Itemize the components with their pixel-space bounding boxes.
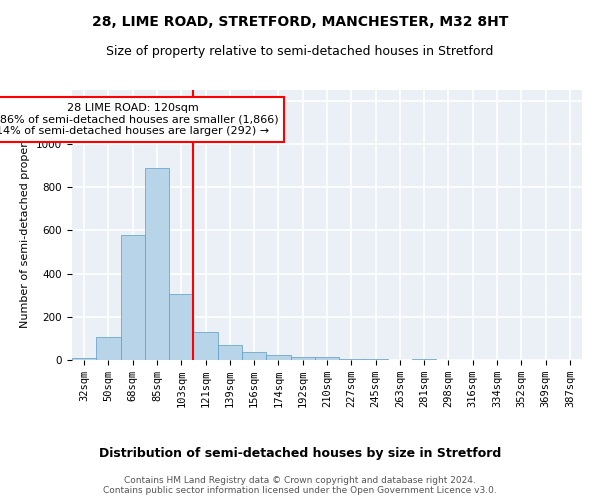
Bar xyxy=(121,234,145,360)
Text: 28, LIME ROAD, STRETFORD, MANCHESTER, M32 8HT: 28, LIME ROAD, STRETFORD, MANCHESTER, M3… xyxy=(92,15,508,29)
Bar xyxy=(339,359,364,360)
Text: Size of property relative to semi-detached houses in Stretford: Size of property relative to semi-detach… xyxy=(106,45,494,58)
Bar xyxy=(169,294,193,360)
Text: 28 LIME ROAD: 120sqm
← 86% of semi-detached houses are smaller (1,866)
14% of se: 28 LIME ROAD: 120sqm ← 86% of semi-detac… xyxy=(0,103,278,136)
Bar xyxy=(72,358,96,360)
Bar xyxy=(315,358,339,360)
Bar xyxy=(145,168,169,360)
Text: Contains HM Land Registry data © Crown copyright and database right 2024.
Contai: Contains HM Land Registry data © Crown c… xyxy=(103,476,497,495)
Bar xyxy=(412,359,436,360)
Bar xyxy=(96,338,121,360)
Bar xyxy=(290,357,315,360)
Bar xyxy=(364,359,388,360)
Bar xyxy=(266,355,290,360)
Bar xyxy=(218,346,242,360)
Y-axis label: Number of semi-detached properties: Number of semi-detached properties xyxy=(20,122,31,328)
Text: Distribution of semi-detached houses by size in Stretford: Distribution of semi-detached houses by … xyxy=(99,448,501,460)
Bar xyxy=(242,352,266,360)
Bar xyxy=(193,332,218,360)
